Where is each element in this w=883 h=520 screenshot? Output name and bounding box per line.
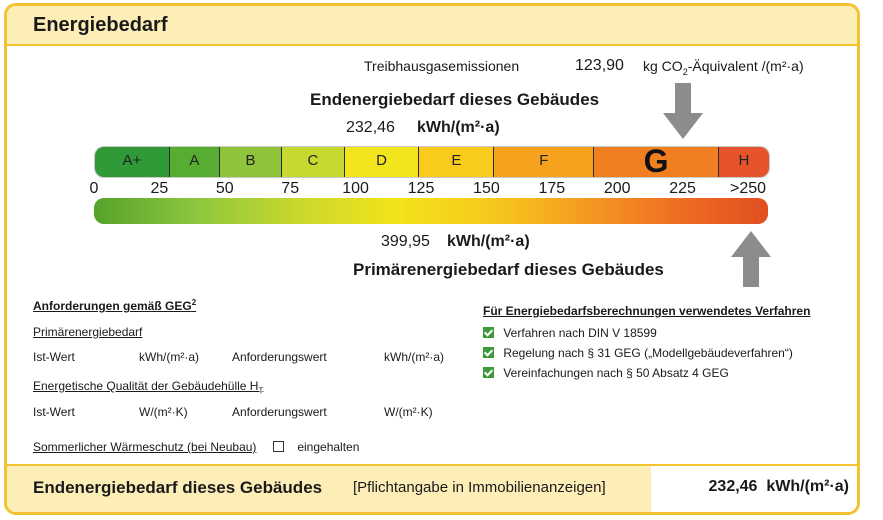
primaerenergie-gradient-bar bbox=[94, 198, 768, 224]
efficiency-class-scale: A+ A B C D E F G H bbox=[94, 146, 770, 178]
scale-tick-label: 175 bbox=[538, 180, 566, 197]
emissions-label: Treibhausgasemissionen bbox=[364, 58, 520, 74]
primaerenergie-value: 399,95 bbox=[381, 233, 430, 250]
scale-tick-label: 25 bbox=[150, 180, 169, 197]
class-segment-f: F bbox=[494, 147, 595, 177]
class-segment-g: G bbox=[594, 146, 720, 178]
sommer-checkbox[interactable] bbox=[273, 441, 284, 452]
header-bar: Energiebedarf bbox=[7, 6, 857, 46]
check-icon bbox=[483, 347, 494, 358]
emissions-unit: kg CO2-Äquivalent /(m²·a) bbox=[643, 58, 804, 77]
primaer-anforderung-unit: kWh/(m²·a) bbox=[384, 350, 444, 364]
header-title: Energiebedarf bbox=[33, 14, 168, 36]
requirements-heading: Anforderungen gemäß GEG2 bbox=[33, 298, 197, 313]
huelle-anforderung-unit: W/(m²·K) bbox=[384, 405, 433, 419]
endenergie-title: Endenergiebedarf dieses Gebäudes bbox=[310, 90, 600, 109]
primaerenergie-unit: kWh/(m²·a) bbox=[447, 233, 530, 250]
footer-note: [Pflichtangabe in Immobilienanzeigen] bbox=[353, 479, 606, 496]
footer-bar: Endenergiebedarf dieses Gebäudes [Pflich… bbox=[7, 464, 857, 512]
scale-tick-label: 0 bbox=[89, 180, 99, 197]
huelle-ist-unit: W/(m²·K) bbox=[139, 405, 188, 419]
method-item: Vereinfachungen nach § 50 Absatz 4 GEG bbox=[483, 366, 729, 380]
sommer-eingehalten-label: eingehalten bbox=[297, 440, 360, 454]
scale-tick-label: 200 bbox=[603, 180, 631, 197]
method-item: Regelung nach § 31 GEG („Modellgebäudeve… bbox=[483, 346, 793, 360]
class-segment-a-plus: A+ bbox=[95, 147, 170, 177]
primaer-requirements-heading: Primärenergiebedarf bbox=[33, 325, 143, 339]
endenergie-arrow-icon bbox=[663, 83, 703, 139]
sommer-checkbox-row: eingehalten bbox=[273, 440, 359, 454]
scale-tick-label: 125 bbox=[407, 180, 435, 197]
class-segment-a: A bbox=[169, 147, 220, 177]
primaer-anforderung-label: Anforderungswert bbox=[232, 350, 327, 364]
primaer-ist-unit: kWh/(m²·a) bbox=[139, 350, 199, 364]
endenergie-value: 232,46 bbox=[346, 119, 395, 136]
energy-certificate-panel: Energiebedarf Treibhausgasemissionen 123… bbox=[4, 3, 860, 515]
emissions-value: 123,90 bbox=[575, 57, 624, 74]
footer-value: 232,46 kWh/(m²·a) bbox=[708, 478, 849, 495]
method-item: Verfahren nach DIN V 18599 bbox=[483, 326, 657, 340]
scale-tick-label: 75 bbox=[281, 180, 300, 197]
class-label: C bbox=[307, 152, 319, 169]
scale-tick-label: 50 bbox=[215, 180, 234, 197]
scale-tick-label: >250 bbox=[729, 180, 767, 197]
scale-tick-label: 225 bbox=[669, 180, 696, 197]
class-label: A+ bbox=[122, 152, 142, 169]
huelle-anforderung-label: Anforderungswert bbox=[232, 405, 327, 419]
primaerenergie-title: Primärenergiebedarf dieses Gebäudes bbox=[353, 260, 664, 279]
class-segment-e: E bbox=[419, 147, 495, 177]
check-icon bbox=[483, 327, 494, 338]
huelle-ist-label: Ist-Wert bbox=[33, 405, 75, 419]
scale-tick-label: 150 bbox=[473, 180, 500, 197]
class-segment-b: B bbox=[219, 147, 283, 177]
class-segment-c: C bbox=[282, 147, 345, 177]
check-icon bbox=[483, 367, 494, 378]
class-label: F bbox=[539, 152, 549, 169]
footer-title: Endenergiebedarf dieses Gebäudes bbox=[33, 478, 323, 497]
class-label: A bbox=[189, 152, 200, 169]
class-label: E bbox=[451, 152, 462, 169]
class-label: H bbox=[738, 152, 750, 169]
primaer-ist-label: Ist-Wert bbox=[33, 350, 75, 364]
class-segment-d: D bbox=[344, 147, 420, 177]
class-label: G bbox=[643, 146, 669, 178]
class-segment-h: H bbox=[719, 147, 769, 177]
scale-tick-label: 100 bbox=[342, 180, 369, 197]
class-label: D bbox=[376, 152, 387, 169]
footer-value-box: 232,46 kWh/(m²·a) bbox=[651, 466, 857, 512]
endenergie-unit: kWh/(m²·a) bbox=[417, 119, 500, 136]
primaerenergie-arrow-icon bbox=[731, 231, 771, 287]
huelle-heading: Energetische Qualität der Gebäudehülle H… bbox=[33, 379, 264, 396]
methods-heading: Für Energiebedarfsberechnungen verwendet… bbox=[483, 304, 811, 318]
class-label: B bbox=[245, 152, 256, 169]
sommer-label: Sommerlicher Wärmeschutz (bei Neubau) bbox=[33, 440, 257, 454]
